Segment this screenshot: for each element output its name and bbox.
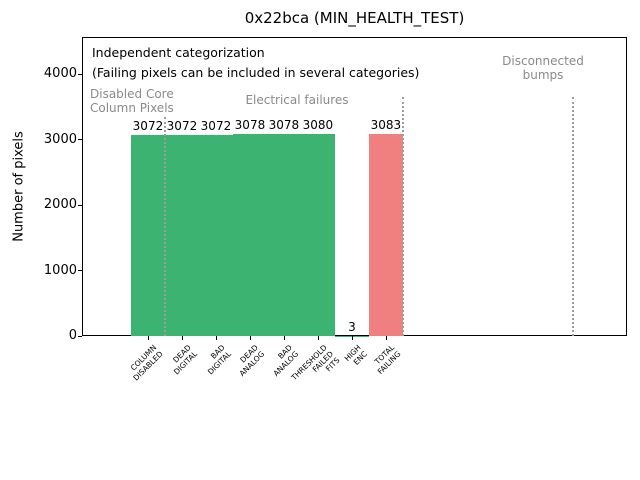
region-label-electrical-failures: Electrical failures bbox=[245, 93, 349, 107]
x-tick-label-dead-analog: DEAD ANALOG bbox=[238, 343, 267, 379]
x-tick-mark bbox=[181, 336, 183, 340]
annotation-independent-categorization: Independent categorization bbox=[92, 45, 265, 60]
y-tick-mark bbox=[78, 73, 82, 75]
bar-value-bad-digital: 3072 bbox=[200, 118, 232, 133]
y-tick-mark bbox=[78, 335, 82, 337]
bar-total-failing bbox=[368, 134, 403, 336]
bar-dead-analog bbox=[232, 134, 267, 336]
annotation-failing-note: (Failing pixels can be included in sever… bbox=[92, 65, 420, 80]
bar-value-bad-analog: 3078 bbox=[268, 118, 300, 133]
region-separator-3 bbox=[571, 96, 574, 336]
x-tick-mark bbox=[147, 336, 149, 340]
bar-column-disabled bbox=[130, 134, 165, 336]
bar-bad-analog bbox=[266, 134, 301, 336]
y-tick-label-0: 0 bbox=[68, 328, 77, 343]
region-separator-1 bbox=[163, 116, 166, 336]
bar-value-total-failing: 3083 bbox=[370, 118, 402, 133]
bar-threshold-failed-fits bbox=[300, 134, 335, 336]
y-tick-label-3000: 3000 bbox=[43, 131, 77, 147]
x-tick-label-high-enc: HIGH ENC bbox=[342, 343, 369, 367]
x-tick-label-dead-digital: DEAD DIGITAL bbox=[170, 343, 199, 377]
bar-value-dead-digital: 3072 bbox=[166, 118, 198, 133]
bar-dead-digital bbox=[164, 134, 199, 336]
y-tick-mark bbox=[78, 270, 82, 271]
x-tick-label-bad-digital: BAD DIGITAL bbox=[205, 343, 233, 377]
chart-title: 0x22bca (MIN_HEALTH_TEST) bbox=[244, 9, 465, 27]
y-tick-label-1000: 1000 bbox=[43, 262, 77, 278]
x-tick-label-column-disabled: COLUMN DISABLED bbox=[128, 343, 165, 383]
y-tick-mark bbox=[78, 139, 82, 140]
region-label-disconnected-bumps: Disconnected bumps bbox=[502, 54, 584, 82]
x-tick-label-total-failing: TOTAL FAILING bbox=[373, 343, 403, 377]
region-label-disabled-core-column-pixels: Disabled Core Column Pixels bbox=[90, 87, 174, 115]
x-tick-mark bbox=[317, 336, 319, 340]
region-separator-2 bbox=[401, 96, 404, 336]
bar-bad-digital bbox=[198, 134, 233, 336]
x-tick-mark bbox=[351, 336, 353, 340]
x-tick-mark bbox=[249, 336, 251, 340]
bar-value-threshold-failed-fits: 3080 bbox=[302, 118, 334, 133]
plot-area bbox=[82, 37, 627, 336]
x-tick-mark bbox=[215, 336, 217, 340]
x-tick-mark bbox=[385, 336, 387, 340]
bar-value-dead-analog: 3078 bbox=[234, 118, 266, 133]
y-tick-mark bbox=[78, 204, 82, 206]
y-tick-label-4000: 4000 bbox=[43, 66, 77, 81]
y-tick-label-2000: 2000 bbox=[43, 197, 77, 212]
x-tick-mark bbox=[283, 336, 285, 340]
bar-value-column-disabled: 3072 bbox=[132, 118, 164, 133]
bar-value-high-enc: 3 bbox=[348, 319, 356, 334]
